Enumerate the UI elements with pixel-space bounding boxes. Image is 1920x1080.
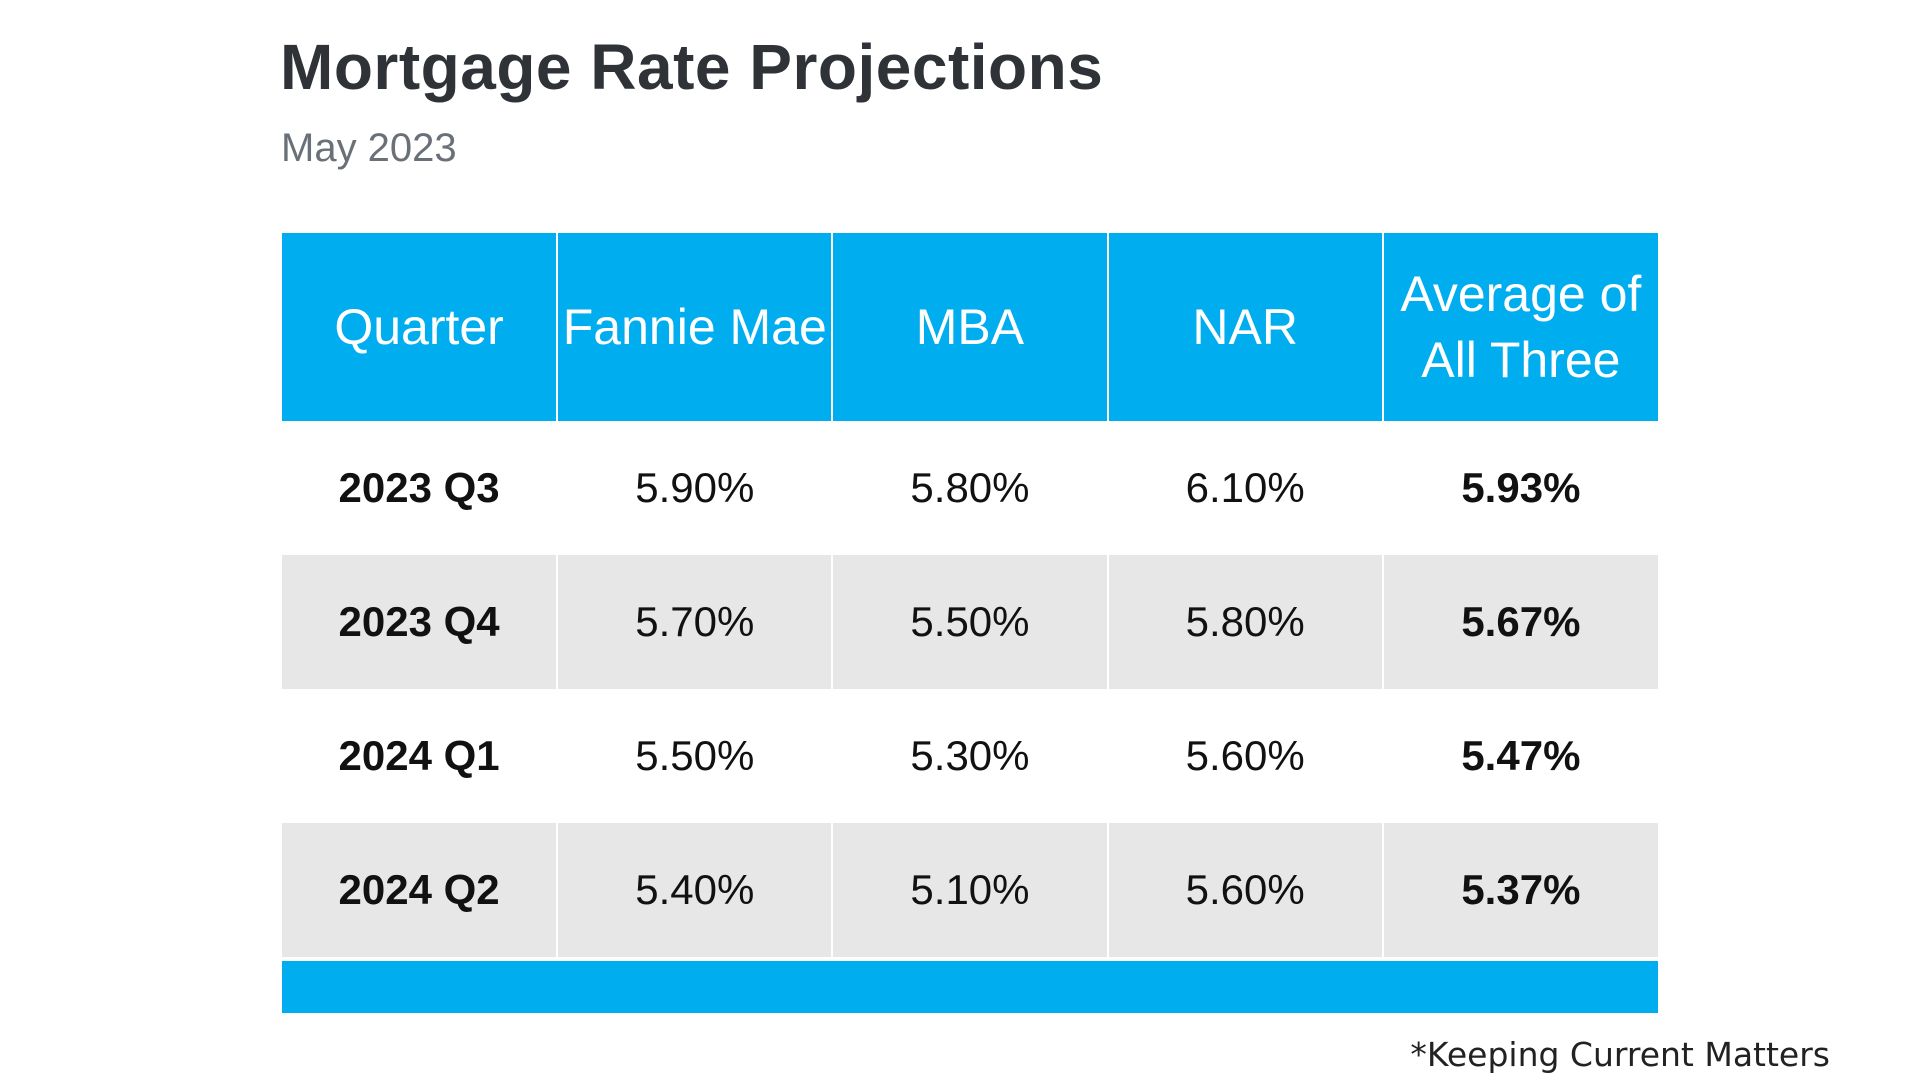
mba-cell: 5.80% [831,421,1108,555]
header-fannie-mae: Fannie Mae [556,233,833,421]
fannie-mae-cell: 5.40% [556,823,833,957]
average-cell: 5.37% [1381,823,1658,957]
header-mba: MBA [831,233,1108,421]
source-credit: *Keeping Current Matters [1410,1035,1830,1074]
nar-cell: 6.10% [1106,421,1383,555]
fannie-mae-cell: 5.90% [556,421,833,555]
average-cell: 5.67% [1381,555,1658,689]
table-row: 2023 Q3 5.90% 5.80% 6.10% 5.93% [282,421,1658,555]
header-average: Average of All Three [1381,233,1658,421]
nar-cell: 5.60% [1106,823,1383,957]
header-quarter: Quarter [282,233,558,421]
nar-cell: 5.80% [1106,555,1383,689]
rate-projections-table: Quarter Fannie Mae MBA NAR Average of Al… [282,233,1658,957]
quarter-cell: 2024 Q2 [282,823,558,957]
quarter-cell: 2023 Q4 [282,555,558,689]
table-header-row: Quarter Fannie Mae MBA NAR Average of Al… [282,233,1658,421]
mba-cell: 5.50% [831,555,1108,689]
table-row: 2024 Q2 5.40% 5.10% 5.60% 5.37% [282,823,1658,957]
mba-cell: 5.30% [831,689,1108,823]
chart-subtitle: May 2023 [281,126,457,170]
table-footer-bar [282,961,1658,1013]
chart-title: Mortgage Rate Projections [280,31,1104,103]
quarter-cell: 2024 Q1 [338,732,500,779]
fannie-mae-cell: 5.70% [556,555,833,689]
table-row: 2024 Q1 5.50% 5.30% 5.60% 5.47% [282,689,1658,823]
average-cell: 5.93% [1381,421,1658,555]
average-cell: 5.47% [1381,689,1658,823]
table-row: 2023 Q4 5.70% 5.50% 5.80% 5.67% [282,555,1658,689]
fannie-mae-cell: 5.50% [556,689,833,823]
quarter-cell: 2023 Q3 [338,464,500,511]
mba-cell: 5.10% [831,823,1108,957]
header-nar: NAR [1106,233,1383,421]
nar-cell: 5.60% [1106,689,1383,823]
